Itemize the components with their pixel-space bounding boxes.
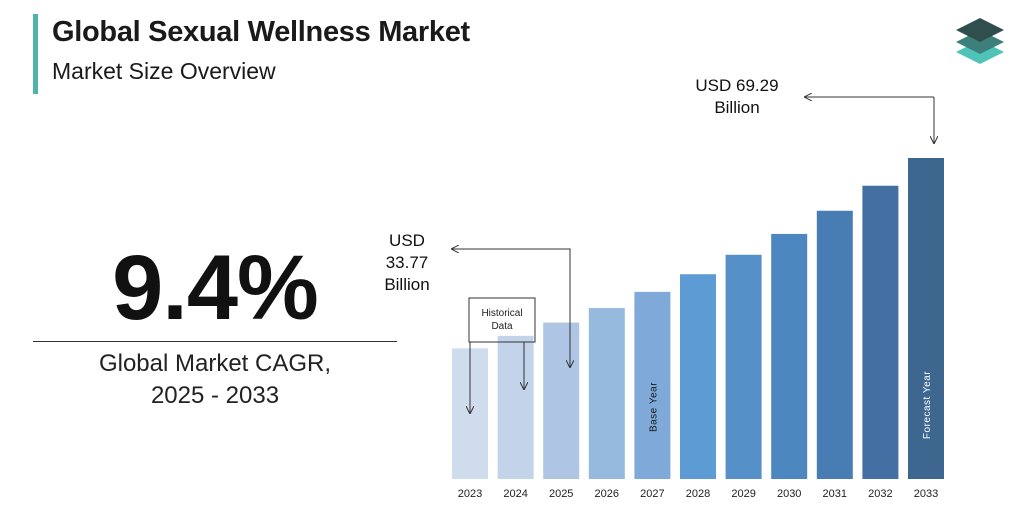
bar-2028 xyxy=(680,274,716,479)
tick-label-2024: 2024 xyxy=(503,488,527,500)
tick-label-2027: 2027 xyxy=(640,488,664,500)
tick-label-2026: 2026 xyxy=(595,488,619,500)
historical-data-box xyxy=(468,297,536,343)
cagr-label-line1: Global Market CAGR, xyxy=(98,350,332,377)
bar-label-2027: Base Year xyxy=(648,382,659,432)
tick-label-2023: 2023 xyxy=(458,488,482,500)
end-value-label: USD 69.29 xyxy=(695,76,778,95)
tick-label-2030: 2030 xyxy=(777,488,801,500)
end-value-label: Billion xyxy=(714,98,759,117)
cagr-label-line2: 2025 - 2033 xyxy=(150,382,280,409)
title-accent-bar xyxy=(33,14,38,94)
bar-2027 xyxy=(634,291,671,479)
bar-2030 xyxy=(771,233,808,479)
tick-label-2032: 2032 xyxy=(868,488,892,500)
tick-label-2033: 2033 xyxy=(914,488,938,500)
cagr-value: 9.4% xyxy=(112,237,319,339)
bar-2032 xyxy=(862,185,899,480)
cagr-label: Global Market CAGR, 2025 - 2033 xyxy=(30,348,400,412)
tick-label-2028: 2028 xyxy=(686,488,710,500)
bar-label-2033: Forecast Year xyxy=(922,371,933,439)
bar-2029 xyxy=(725,254,762,479)
bar-2024 xyxy=(497,335,534,479)
bar-2033 xyxy=(908,158,944,479)
bar-2025 xyxy=(543,322,580,479)
bar-2031 xyxy=(816,210,853,480)
tick-label-2031: 2031 xyxy=(823,488,847,500)
page-subtitle: Market Size Overview xyxy=(52,58,276,84)
historical-data-label: Historical xyxy=(481,308,522,319)
start-value-label: USD xyxy=(389,231,425,250)
page-title: Global Sexual Wellness Market xyxy=(52,16,470,48)
start-value-label: 33.77 xyxy=(386,253,429,272)
logo-layer-top xyxy=(956,18,1004,42)
cagr-divider xyxy=(33,341,397,342)
start-value-label: Billion xyxy=(384,275,429,294)
tick-label-2025: 2025 xyxy=(549,488,573,500)
historical-data-label: Data xyxy=(491,321,513,332)
bar-2026 xyxy=(588,308,625,479)
tick-label-2029: 2029 xyxy=(731,488,755,500)
stacked-layers-icon xyxy=(956,18,1004,64)
